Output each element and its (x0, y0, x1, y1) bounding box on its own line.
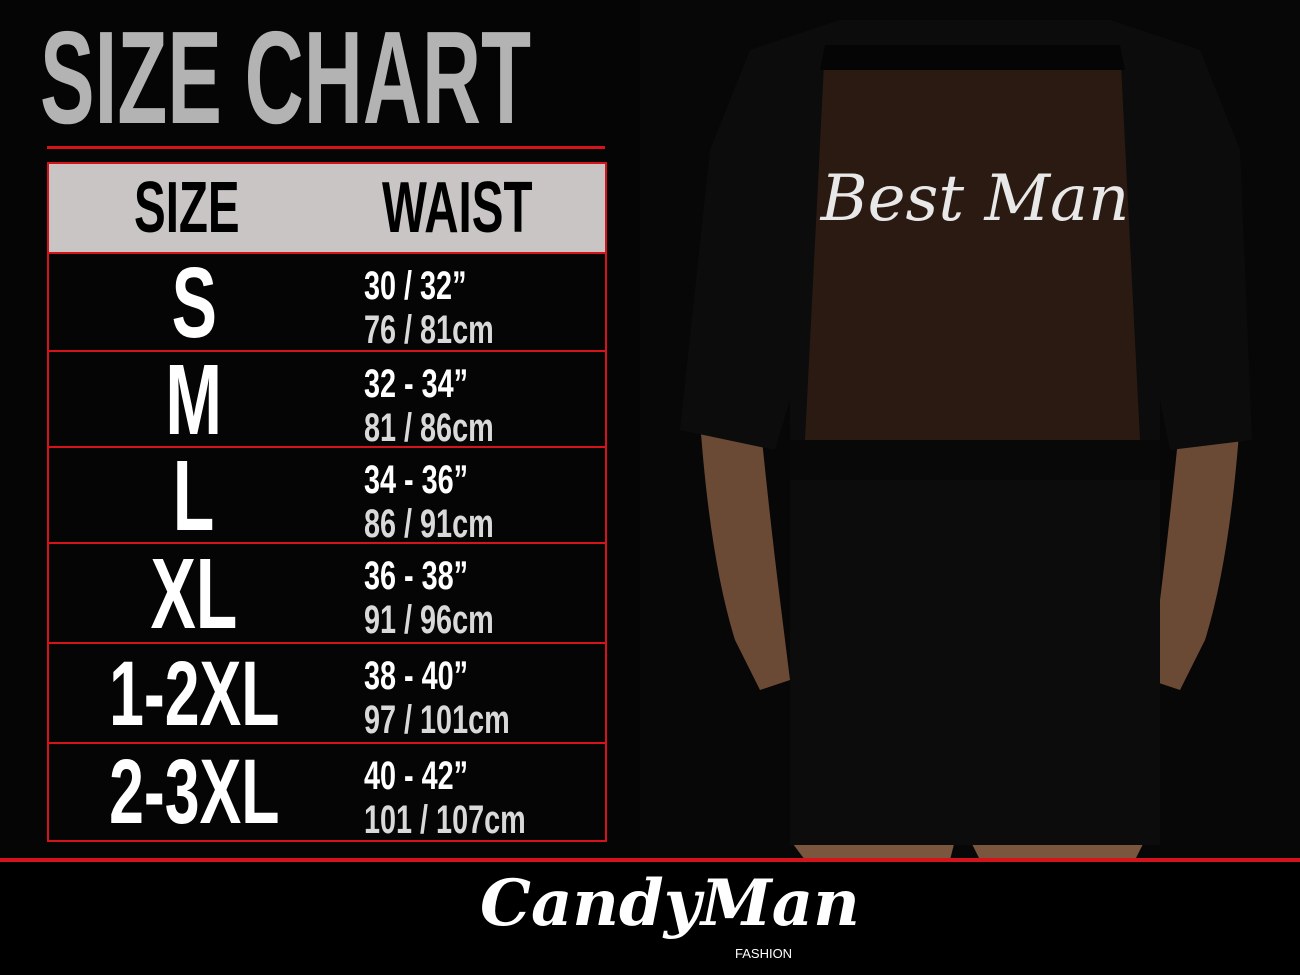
table-row: L 34 - 36” 86 / 91cm (49, 446, 605, 546)
table-row: XL 36 - 38” 91 / 96cm (49, 544, 605, 644)
product-photo: Best Man (640, 0, 1300, 860)
table-body: S 30 / 32” 76 / 81cm M 32 - 34” 81 / 86cm L … (49, 253, 605, 842)
waist-cell: 32 - 34” 81 / 86cm (364, 362, 544, 450)
waist-cell: 30 / 32” 76 / 81cm (364, 264, 544, 352)
brand-logo: CandyMan (480, 866, 860, 941)
size-value: 1-2XL (108, 643, 280, 745)
size-value: XL (150, 538, 238, 650)
size-label: M (49, 350, 339, 450)
waist-cm: 101 / 107cm (364, 798, 526, 842)
waist-cm: 86 / 91cm (364, 502, 494, 546)
table-row: 2-3XL 40 - 42” 101 / 107cm (49, 744, 605, 842)
size-label: S (49, 253, 339, 353)
table-header: SIZE WAIST (49, 164, 605, 254)
mesh-panel (805, 45, 1140, 440)
left-arm (700, 420, 790, 690)
size-table: SIZE WAIST S 30 / 32” 76 / 81cm M 32 - 34”… (47, 162, 607, 842)
waist-cm: 81 / 86cm (364, 406, 494, 450)
table-row: 1-2XL 38 - 40” 97 / 101cm (49, 644, 605, 744)
brand-logo-sub: FASHION (735, 946, 793, 961)
page-title: SIZE CHART (40, 4, 532, 151)
size-value: M (165, 344, 223, 456)
right-arm (1150, 420, 1240, 690)
title-divider (47, 146, 605, 149)
waist-inches: 30 / 32” (364, 264, 467, 308)
table-row: M 32 - 34” 81 / 86cm (49, 350, 605, 450)
belt (790, 440, 1160, 480)
garment-print: Best Man (820, 162, 1130, 236)
waist-inches: 40 - 42” (364, 754, 469, 798)
size-label: XL (49, 544, 339, 644)
size-label: L (49, 446, 339, 546)
waist-cm: 97 / 101cm (364, 698, 510, 742)
waist-cell: 36 - 38” 91 / 96cm (364, 554, 544, 642)
size-value: L (173, 440, 215, 552)
collar (820, 45, 1125, 70)
waist-cm: 91 / 96cm (364, 598, 494, 642)
size-value: S (171, 247, 217, 359)
header-waist: WAIST (382, 168, 533, 248)
waist-cell: 38 - 40” 97 / 101cm (364, 654, 566, 742)
footer-divider (0, 858, 1300, 862)
table-row: S 30 / 32” 76 / 81cm (49, 253, 605, 353)
waist-cm: 76 / 81cm (364, 308, 494, 352)
size-label: 1-2XL (49, 648, 339, 740)
size-label: 2-3XL (49, 746, 339, 838)
waist-inches: 34 - 36” (364, 458, 469, 502)
waist-inches: 32 - 34” (364, 362, 469, 406)
header-size: SIZE (134, 168, 240, 248)
size-value: 2-3XL (108, 741, 280, 843)
footer: CandyMan FASHION (0, 862, 1300, 975)
waist-inches: 36 - 38” (364, 554, 469, 598)
waist-cell: 40 - 42” 101 / 107cm (364, 754, 589, 842)
waist-cell: 34 - 36” 86 / 91cm (364, 458, 544, 546)
waist-inches: 38 - 40” (364, 654, 469, 698)
